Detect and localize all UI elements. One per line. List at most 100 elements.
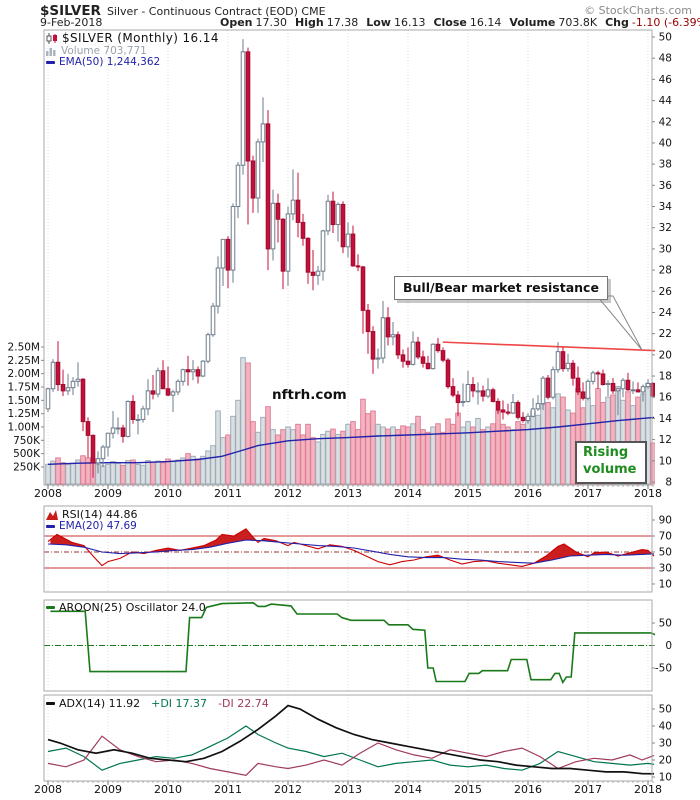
rsi-legend-row: RSI(14) 44.86 <box>46 508 137 521</box>
svg-text:2012: 2012 <box>274 487 302 500</box>
aroon-line-icon <box>46 606 55 609</box>
svg-text:2014: 2014 <box>394 783 422 796</box>
svg-text:50: 50 <box>659 547 672 559</box>
svg-text:34: 34 <box>659 201 673 213</box>
main-legend-volume: Volume 703,771 <box>61 45 147 57</box>
rising-volume-note: Rising volume <box>575 441 647 484</box>
main-legend-ema-row: EMA(50) 1,244,362 <box>46 56 160 68</box>
svg-text:50: 50 <box>659 704 672 716</box>
rising-volume-line1: Rising <box>583 445 629 460</box>
svg-text:2.50M: 2.50M <box>8 342 40 354</box>
close-value: 16.14 <box>469 16 502 29</box>
open-value: 17.30 <box>255 16 288 29</box>
stockcharts-credit: © StockCharts.com <box>584 4 692 17</box>
svg-text:750K: 750K <box>13 435 41 447</box>
aroon-legend-row: AROON(25) Oscillator 24.0 <box>46 601 206 614</box>
symbol-description: Silver - Continuous Contract (EOD) CME <box>106 5 326 18</box>
svg-text:18: 18 <box>659 371 672 383</box>
svg-text:2009: 2009 <box>94 783 122 796</box>
svg-text:2011: 2011 <box>214 487 242 500</box>
svg-text:28: 28 <box>659 265 672 277</box>
svg-text:10: 10 <box>659 772 672 784</box>
svg-text:38: 38 <box>659 159 672 171</box>
svg-text:2010: 2010 <box>154 487 182 500</box>
svg-text:90: 90 <box>659 515 672 527</box>
svg-text:44: 44 <box>659 95 673 107</box>
svg-text:-50: -50 <box>655 663 672 675</box>
change-value: -1.10 (-6.39%) <box>631 16 700 29</box>
svg-text:250K: 250K <box>13 461 41 473</box>
high-value: 17.38 <box>326 16 359 29</box>
svg-text:2010: 2010 <box>154 783 182 796</box>
svg-text:2.25M: 2.25M <box>8 355 40 367</box>
svg-text:30: 30 <box>659 738 672 750</box>
svg-text:50: 50 <box>659 618 672 630</box>
chart-header: $SILVER Silver - Continuous Contract (EOD… <box>40 3 326 19</box>
svg-text:2009: 2009 <box>94 487 122 500</box>
svg-text:26: 26 <box>659 286 673 298</box>
svg-text:24: 24 <box>659 307 673 319</box>
svg-text:500K: 500K <box>13 448 41 460</box>
volume-bars-icon <box>46 47 56 56</box>
change-label: Chg <box>605 16 629 29</box>
quote-row: 9-Feb-2018 Open 17.30 High 17.38 Low 16.13 Clos… <box>40 16 700 29</box>
svg-text:2013: 2013 <box>334 783 362 796</box>
svg-text:8: 8 <box>665 476 672 488</box>
svg-text:2008: 2008 <box>34 487 62 500</box>
svg-text:12: 12 <box>659 434 672 446</box>
minus-di-legend: -DI 22.74 <box>218 697 269 710</box>
main-legend-title-row: $SILVER (Monthly) 16.14 <box>46 31 219 45</box>
main-legend-volume-row: Volume 703,771 <box>46 45 147 57</box>
svg-text:42: 42 <box>659 116 672 128</box>
svg-text:70: 70 <box>659 531 672 543</box>
rsi-ema-legend: EMA(20) 47.69 <box>59 520 137 532</box>
main-legend-title: $SILVER (Monthly) 16.14 <box>62 31 219 45</box>
svg-text:2016: 2016 <box>514 487 542 500</box>
main-legend-ema: EMA(50) 1,244,362 <box>59 56 161 68</box>
close-label: Close <box>433 16 467 29</box>
plus-di-legend: +DI 17.37 <box>151 697 208 710</box>
volume-label: Volume <box>509 16 556 29</box>
svg-text:50: 50 <box>659 32 672 44</box>
svg-text:40: 40 <box>659 721 672 733</box>
svg-text:2011: 2011 <box>214 783 242 796</box>
volume-value: 703.8K <box>558 16 598 29</box>
svg-text:2017: 2017 <box>574 783 602 796</box>
svg-text:40: 40 <box>659 137 672 149</box>
svg-text:2013: 2013 <box>334 487 362 500</box>
svg-text:36: 36 <box>659 180 673 192</box>
rsi-ema-legend-row: EMA(20) 47.69 <box>46 520 137 532</box>
svg-text:20: 20 <box>659 349 672 361</box>
svg-text:2014: 2014 <box>394 487 422 500</box>
svg-text:2.00M: 2.00M <box>8 368 40 380</box>
svg-text:32: 32 <box>659 222 672 234</box>
svg-text:10: 10 <box>659 455 672 467</box>
rsi-area-icon <box>46 509 58 520</box>
svg-text:2008: 2008 <box>34 783 62 796</box>
svg-text:2017: 2017 <box>574 487 602 500</box>
svg-text:2012: 2012 <box>274 783 302 796</box>
symbol-label: $SILVER <box>40 3 101 19</box>
svg-text:2018: 2018 <box>634 487 662 500</box>
svg-text:16: 16 <box>659 392 673 404</box>
quote-date: 9-Feb-2018 <box>40 16 103 29</box>
rsi-legend: RSI(14) 44.86 <box>62 508 138 521</box>
svg-text:10: 10 <box>659 579 672 591</box>
svg-text:48: 48 <box>659 53 672 65</box>
svg-text:1.25M: 1.25M <box>8 408 40 420</box>
svg-text:2018: 2018 <box>634 783 662 796</box>
svg-text:22: 22 <box>659 328 672 340</box>
low-label: Low <box>366 16 391 29</box>
svg-text:30: 30 <box>659 563 672 575</box>
svg-text:1.50M: 1.50M <box>8 395 40 407</box>
watermark-text: nftrh.com <box>272 387 347 403</box>
low-value: 16.13 <box>393 16 426 29</box>
svg-text:14: 14 <box>659 413 673 425</box>
adx-line-icon <box>46 702 55 705</box>
svg-text:0: 0 <box>665 640 672 652</box>
rising-volume-line2: volume <box>583 461 637 477</box>
adx-legend: ADX(14) 11.92 <box>59 697 141 710</box>
ema-line-icon <box>46 524 55 528</box>
